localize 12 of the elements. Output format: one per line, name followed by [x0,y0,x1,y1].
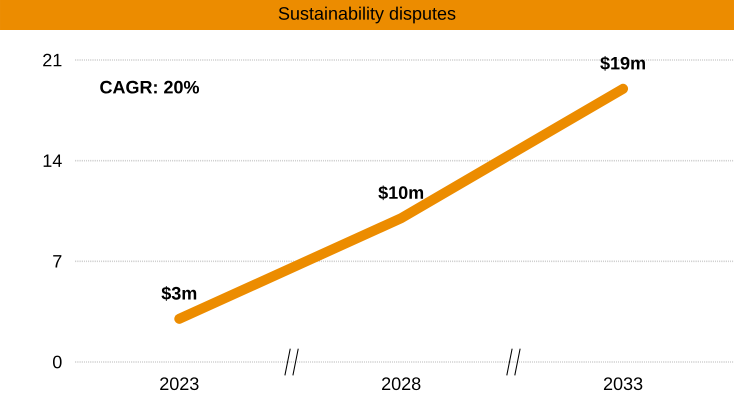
data-label: $3m [162,286,196,301]
data-label: $19m [600,56,645,71]
annotation: CAGR: 20% [100,80,200,94]
x-tick-label: 2033 [604,377,642,390]
y-tick-label: 7 [53,255,62,268]
y-tick-label: 21 [43,54,62,66]
x-tick-label: 2023 [160,377,199,390]
x-tick-label: 2028 [382,377,420,390]
chart-title: Sustainability disputes [278,6,456,24]
data-label: $10m [378,185,424,200]
y-tick-label: 0 [52,356,62,368]
y-tick-label: 14 [44,154,62,167]
